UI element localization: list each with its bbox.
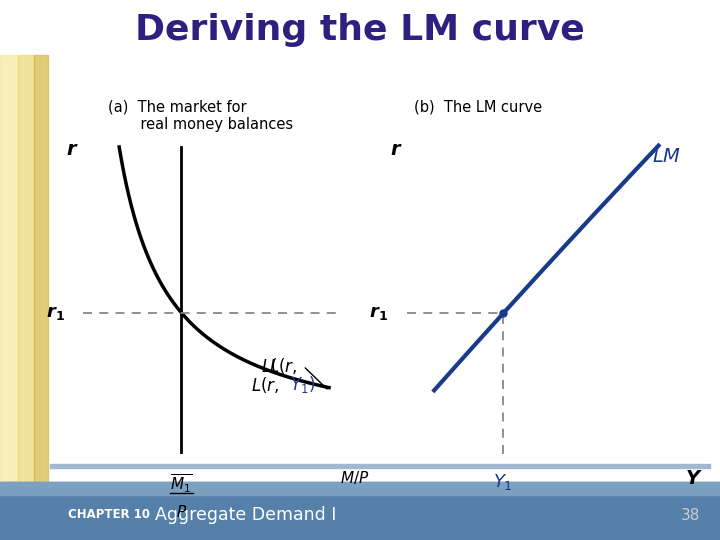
Bar (50, 464, 710, 468)
Text: $Y_1)$: $Y_1)$ (290, 374, 315, 395)
Text: CHAPTER 10: CHAPTER 10 (68, 509, 150, 522)
Text: Aggregate Demand I: Aggregate Demand I (155, 506, 336, 524)
Text: $L($: $L($ (261, 356, 277, 376)
Text: $\mathit{L(r,}$: $\mathit{L(r,}$ (269, 356, 298, 376)
Bar (0, 55, 18, 485)
Text: $\bfit{r}$: $\bfit{r}$ (390, 140, 402, 159)
Text: (a)  The market for
       real money balances: (a) The market for real money balances (108, 100, 293, 132)
Text: $\bfit{r}_\mathbf{1}$: $\bfit{r}_\mathbf{1}$ (369, 303, 387, 322)
Text: $\mathit{M/P}$: $\mathit{M/P}$ (341, 469, 369, 486)
Text: $\mathit{Y_1}$: $\mathit{Y_1}$ (492, 472, 513, 492)
Bar (34, 55, 48, 485)
Bar (50, 0, 710, 464)
Text: $L(r,$: $L(r,$ (251, 375, 279, 395)
Text: $\bfit{r}$: $\bfit{r}$ (66, 140, 78, 159)
Bar (0, 482, 720, 540)
Text: $P$: $P$ (176, 504, 187, 519)
Text: (b)  The LM curve: (b) The LM curve (414, 100, 542, 115)
Text: $\bfit{Y}$: $\bfit{Y}$ (685, 469, 703, 488)
Text: Deriving the LM curve: Deriving the LM curve (135, 13, 585, 47)
Bar (0, 482, 720, 495)
Text: $\bfit{r}_\mathbf{1}$: $\bfit{r}_\mathbf{1}$ (46, 303, 65, 322)
Bar (18, 55, 34, 485)
Text: $\overline{M_1}$: $\overline{M_1}$ (170, 472, 192, 495)
Text: $\mathit{LM}$: $\mathit{LM}$ (652, 146, 681, 166)
Text: 38: 38 (680, 508, 700, 523)
